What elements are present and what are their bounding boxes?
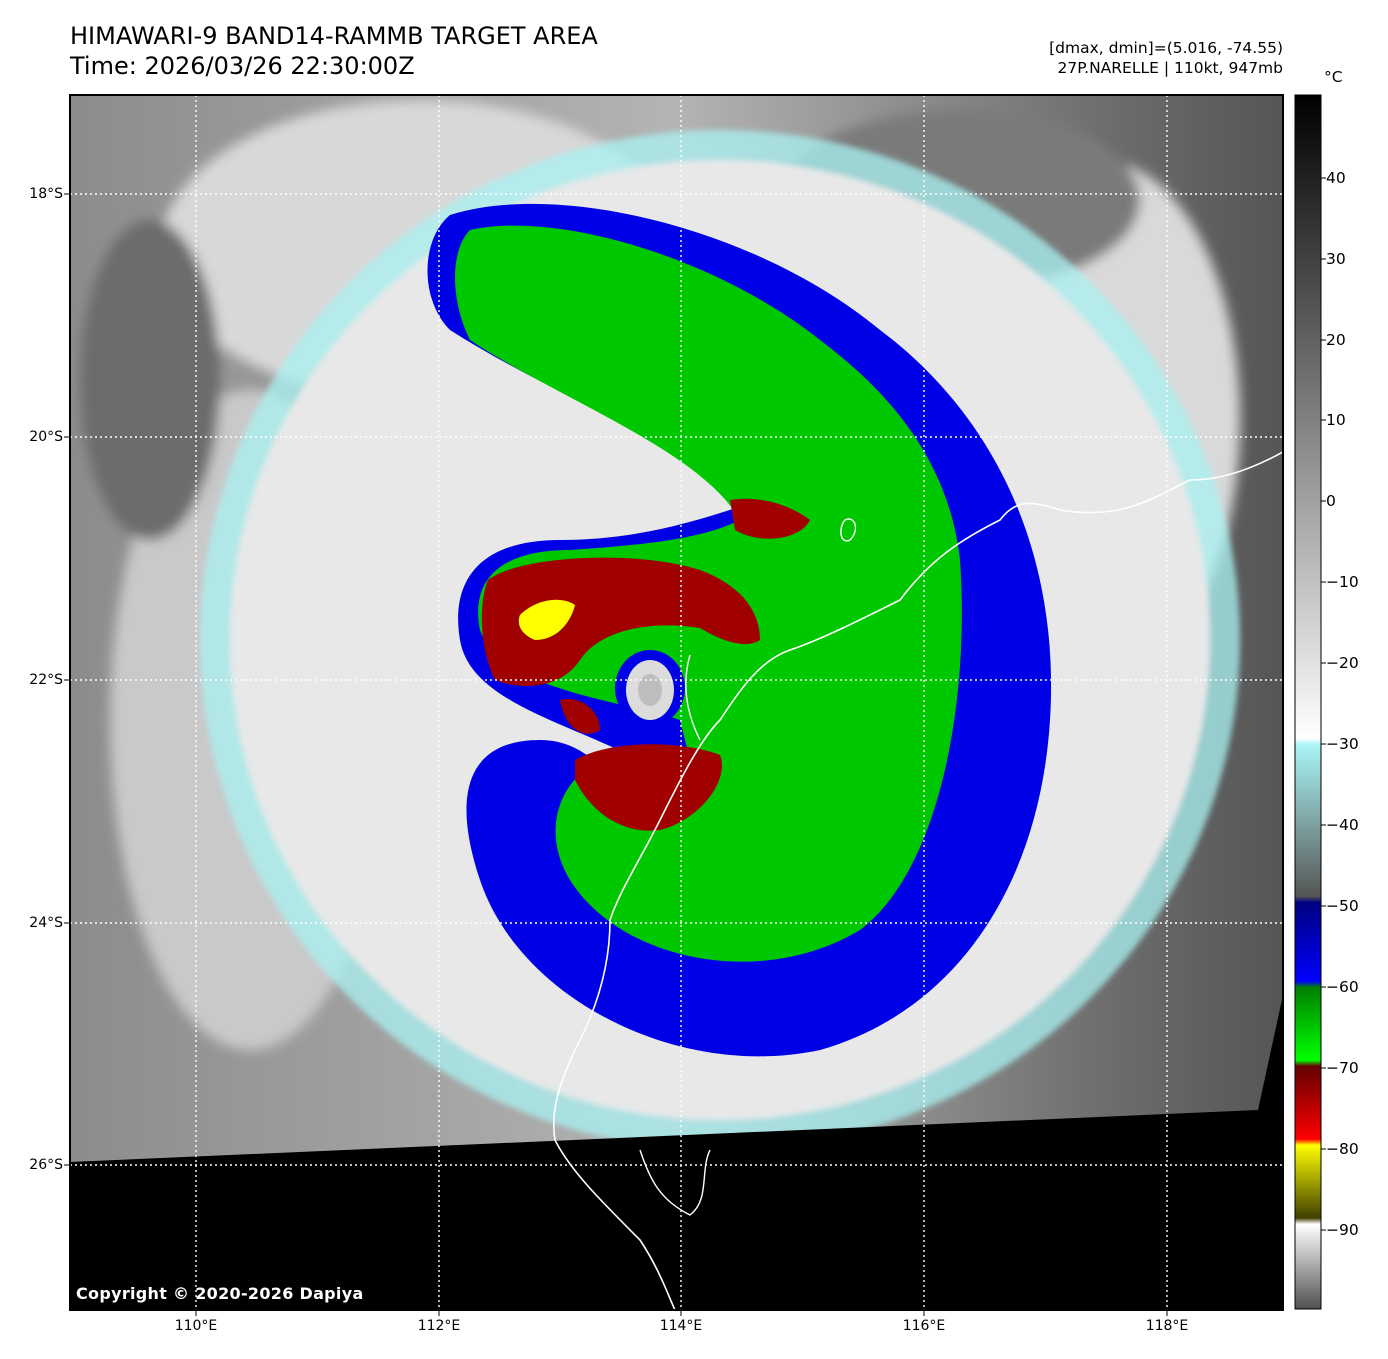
lon-label-116e: 116°E	[902, 1318, 946, 1334]
colorbar-tick-label: −60	[1326, 978, 1359, 996]
lat-label-20s: 20°S	[29, 429, 63, 445]
colorbar	[1294, 94, 1322, 1310]
lon-label-118e: 118°E	[1145, 1318, 1189, 1334]
lat-label-26s: 26°S	[29, 1157, 63, 1173]
axis-ticks	[64, 193, 1168, 1316]
lon-label-112e: 112°E	[417, 1318, 461, 1334]
colorbar-tick-label: 40	[1326, 169, 1346, 187]
colorbar-unit: °C	[1324, 68, 1343, 86]
data-range: [dmax, dmin]=(5.016, -74.55)	[1049, 39, 1283, 57]
storm-info: 27P.NARELLE | 110kt, 947mb	[1057, 59, 1284, 77]
colorbar-tick-label: 10	[1326, 411, 1346, 429]
colorbar-tick-label: −90	[1326, 1221, 1359, 1239]
copyright-notice: Copyright © 2020-2026 Dapiya	[76, 1284, 364, 1303]
colorbar-tick-label: −80	[1326, 1140, 1359, 1158]
lon-label-110e: 110°E	[174, 1318, 218, 1334]
lon-label-114e: 114°E	[659, 1318, 703, 1334]
colorbar-tick-label: −20	[1326, 654, 1359, 672]
graticule	[70, 95, 1283, 1310]
map-title: HIMAWARI-9 BAND14-RAMMB TARGET AREA	[70, 22, 598, 50]
colorbar-tick-label: −10	[1326, 573, 1359, 591]
map-time: Time: 2026/03/26 22:30:00Z	[70, 52, 415, 80]
lat-label-24s: 24°S	[29, 915, 63, 931]
imagery	[70, 95, 1283, 1310]
map-frame	[69, 94, 1284, 1311]
lat-label-22s: 22°S	[29, 672, 63, 688]
colorbar-tick-label: 0	[1326, 492, 1336, 510]
colorbar-tick-label: −30	[1326, 735, 1359, 753]
colorbar-tick-label: 20	[1326, 331, 1346, 349]
colorbar-tick-label: −50	[1326, 897, 1359, 915]
colorbar-tick-label: −70	[1326, 1059, 1359, 1077]
colorbar-tick-label: −40	[1326, 816, 1359, 834]
lat-label-18s: 18°S	[29, 186, 63, 202]
colorbar-tick-label: 30	[1326, 250, 1346, 268]
colorbar-ticks	[1321, 177, 1326, 1231]
